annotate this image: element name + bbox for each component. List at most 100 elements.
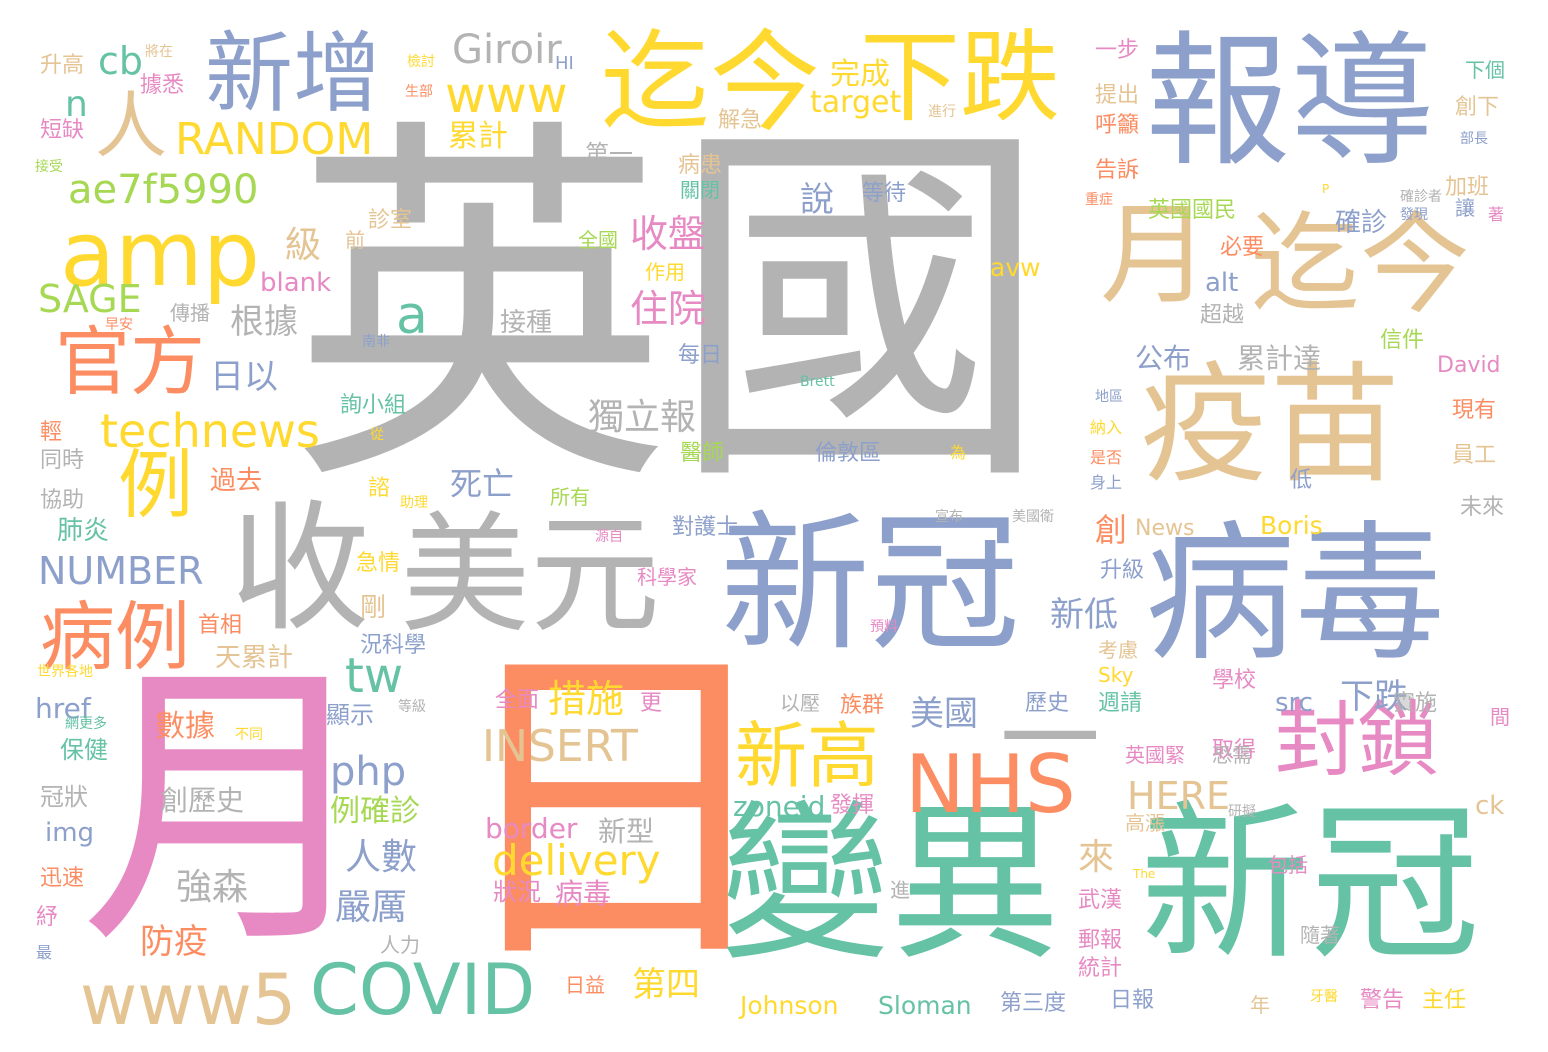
word-179: 早安	[105, 317, 133, 333]
word-155: 提出	[1095, 83, 1140, 108]
word-107: 冠狀	[40, 783, 88, 811]
word-125: 醫師	[680, 441, 725, 466]
word-23: 新高	[735, 714, 880, 798]
word-184: 助理	[400, 495, 428, 511]
word-188: 網更多	[65, 716, 107, 732]
word-204: 牙醫	[1310, 989, 1338, 1005]
word-105: 主任	[1422, 988, 1467, 1013]
word-2: 日	[445, 612, 785, 1008]
word-197: 部長	[1460, 131, 1488, 147]
word-119: 第一	[585, 140, 633, 168]
word-165: 信件	[1380, 328, 1425, 353]
word-159: 下個	[1465, 58, 1505, 82]
word-173: 納入	[1090, 418, 1123, 437]
word-153: 最	[36, 943, 53, 962]
word-94: 新型	[598, 815, 655, 848]
word-91: 過去	[210, 466, 263, 496]
word-10: 迄今	[600, 19, 820, 147]
word-113: 協助	[40, 488, 85, 513]
word-126: 所有	[550, 485, 590, 509]
word-102: 日報	[1110, 988, 1155, 1013]
word-129: 急情	[356, 551, 401, 576]
word-news: News	[1135, 516, 1195, 541]
word-1: 英國	[290, 88, 1050, 531]
word-190: 不同	[235, 727, 263, 743]
word-johnson: Johnson	[740, 991, 839, 1020]
word-27: 人	[95, 84, 168, 168]
word-109: 迅速	[40, 866, 85, 891]
word-covid: COVID	[310, 949, 536, 1031]
word-p: P	[1322, 182, 1330, 196]
word-87: 公布	[1135, 342, 1192, 375]
word-brett: Brett	[800, 374, 835, 390]
word-143: 恐需	[1212, 743, 1252, 767]
word-98: 全面	[495, 688, 540, 713]
word-49: 日以	[210, 357, 278, 397]
word-187: 世界各地	[37, 664, 93, 680]
word-104: 警告	[1360, 988, 1405, 1013]
word-151: 進	[890, 878, 910, 902]
word-120: 解急	[718, 108, 763, 133]
word-the: The	[1133, 867, 1156, 881]
word-5: 新冠	[1140, 786, 1481, 984]
word-tw: tw	[345, 648, 404, 704]
word-170: 間	[1490, 705, 1510, 729]
word-hi: HI	[555, 53, 574, 74]
word-149: 日益	[565, 973, 605, 997]
word-162: 著	[1488, 205, 1505, 224]
word-100: 郵報	[1078, 928, 1123, 953]
word-146: 包括	[1268, 853, 1308, 877]
word-48: 根據	[230, 302, 298, 342]
word-202: 宣布	[935, 509, 963, 525]
word-122: 每日	[678, 343, 723, 368]
word-8: 報導	[1145, 18, 1435, 187]
word-86: 確診	[1335, 208, 1388, 238]
word-11: 迄今	[1250, 201, 1470, 329]
word-55: 新低	[1050, 595, 1118, 635]
word-avw: avw	[990, 253, 1041, 282]
word-target: target	[810, 85, 902, 120]
word-9: 疫苗	[1140, 349, 1401, 501]
word-a: a	[396, 286, 428, 346]
word-167: 員工	[1452, 443, 1497, 468]
word-108: 保健	[60, 736, 108, 764]
word-24: 病例	[40, 593, 191, 681]
word-145: 發揮	[830, 793, 875, 818]
word-51: 人數	[345, 837, 418, 878]
word-172: 是否	[1090, 448, 1123, 467]
word-135: 歷史	[1025, 691, 1070, 716]
word-148: 年	[1250, 993, 1270, 1017]
word-141: 實施	[1393, 691, 1438, 716]
word-15: 一	[1000, 681, 1100, 798]
word-52: 嚴厲	[335, 887, 408, 928]
word-193: 將在	[145, 44, 173, 60]
word-95: 病毒	[555, 877, 612, 910]
word-139: 取得	[1212, 738, 1257, 763]
word-44: 住院	[630, 287, 707, 331]
word-176: 診室	[368, 208, 413, 233]
word-n: n	[65, 84, 88, 125]
word-124: 倫敦區	[815, 441, 882, 466]
word-88: 累計達	[1237, 342, 1322, 375]
word-boris: Boris	[1260, 511, 1323, 540]
word-ck: ck	[1475, 791, 1505, 821]
word-53: 美國	[910, 694, 978, 734]
word-3: 月	[80, 635, 380, 984]
word-zoneid: zoneid	[733, 790, 826, 823]
word-195: 生部	[405, 84, 433, 100]
word-156: 呼籲	[1095, 113, 1140, 138]
word-technews: technews	[100, 404, 320, 458]
word-140: 學校	[1212, 668, 1257, 693]
word-src: src	[1275, 688, 1313, 718]
word-142: 英國緊	[1125, 743, 1185, 767]
word-128: 科學家	[637, 565, 697, 589]
word-194: 檢討	[407, 54, 435, 70]
word-46: 強森	[176, 867, 249, 908]
word-56: 第四	[632, 965, 700, 1005]
word-border: border	[485, 812, 578, 845]
word-178: 詢小組	[340, 393, 407, 418]
word-158: 創下	[1455, 95, 1500, 120]
word-138: 以壓	[780, 691, 820, 715]
word-sage: SAGE	[38, 277, 142, 321]
